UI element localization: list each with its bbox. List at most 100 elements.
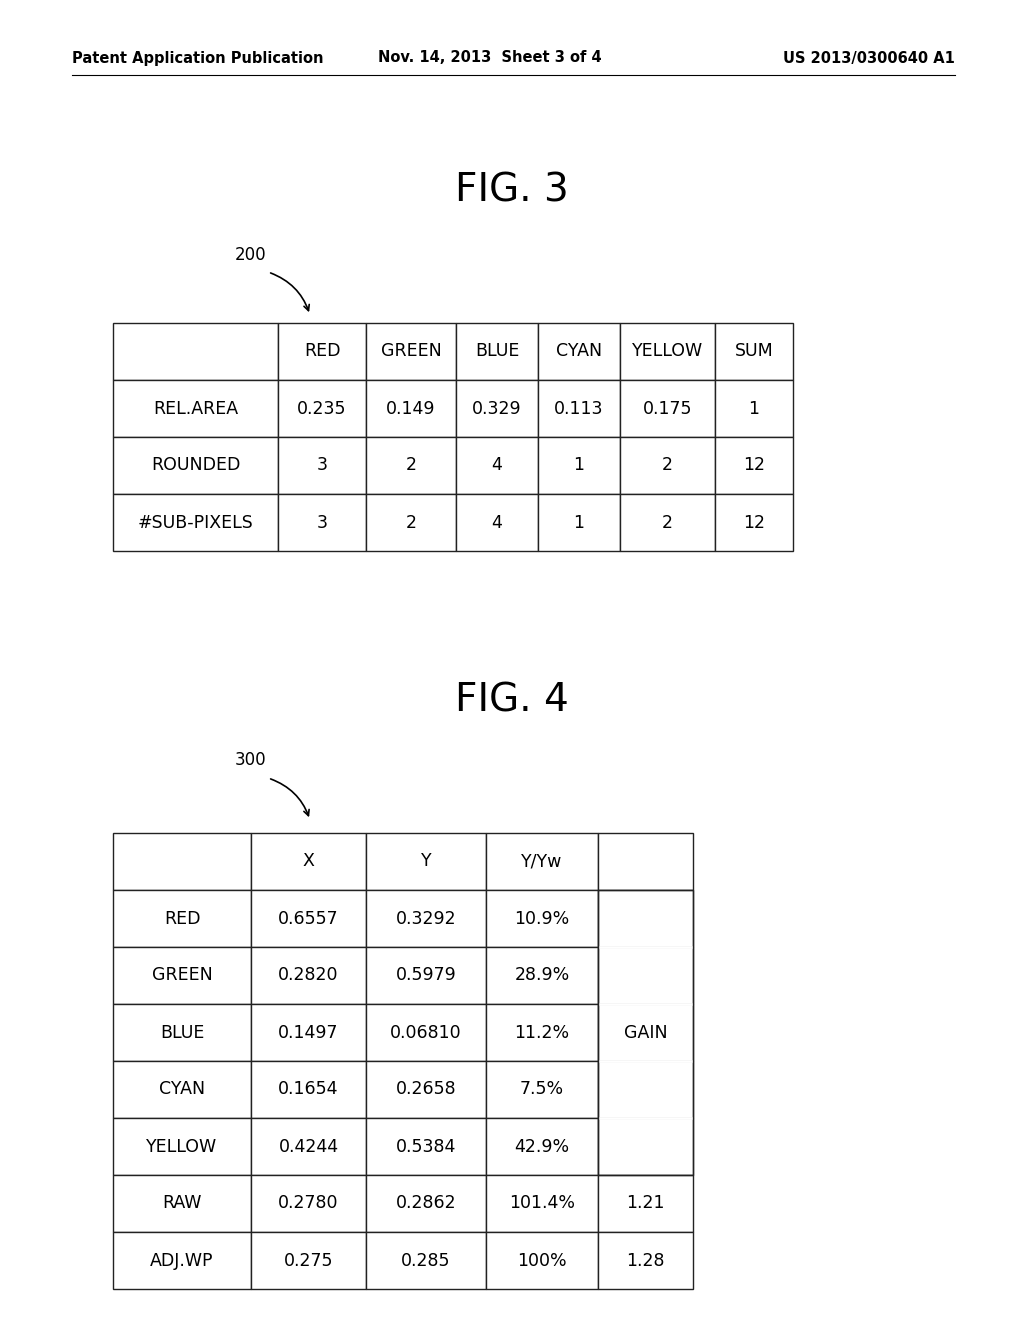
Bar: [486, 946, 598, 1005]
Text: 0.149: 0.149: [386, 400, 436, 417]
Bar: [598, 1061, 693, 1118]
Bar: [113, 1118, 251, 1175]
Text: 2: 2: [406, 457, 417, 474]
Text: BLUE: BLUE: [475, 342, 519, 360]
Text: SUM: SUM: [734, 342, 773, 360]
Bar: [113, 1061, 251, 1118]
Bar: [620, 494, 715, 550]
Text: YELLOW: YELLOW: [632, 342, 703, 360]
Text: 0.2862: 0.2862: [395, 1195, 457, 1213]
Text: 28.9%: 28.9%: [514, 966, 569, 985]
Text: 4: 4: [492, 513, 503, 532]
Text: FIG. 3: FIG. 3: [455, 172, 569, 209]
Text: 2: 2: [662, 513, 673, 532]
Text: 12: 12: [743, 513, 765, 532]
Text: 0.2780: 0.2780: [279, 1195, 339, 1213]
Text: 100%: 100%: [517, 1251, 567, 1270]
Text: GAIN: GAIN: [624, 1023, 668, 1041]
Bar: [456, 323, 538, 380]
Bar: [366, 494, 456, 550]
Bar: [113, 890, 251, 946]
Bar: [113, 1005, 251, 1061]
Bar: [486, 1118, 598, 1175]
Text: 3: 3: [316, 457, 328, 474]
Bar: [366, 1232, 486, 1290]
Bar: [456, 437, 538, 494]
Text: 0.6557: 0.6557: [279, 909, 339, 928]
Text: RAW: RAW: [163, 1195, 202, 1213]
Text: 7.5%: 7.5%: [520, 1081, 564, 1098]
Bar: [486, 1175, 598, 1232]
Bar: [113, 437, 278, 494]
Bar: [456, 380, 538, 437]
Text: 42.9%: 42.9%: [514, 1138, 569, 1155]
Bar: [113, 380, 278, 437]
Bar: [715, 494, 793, 550]
Bar: [278, 323, 366, 380]
Bar: [715, 323, 793, 380]
Text: 0.329: 0.329: [472, 400, 522, 417]
Text: 0.5979: 0.5979: [395, 966, 457, 985]
Text: 200: 200: [234, 246, 266, 264]
Bar: [366, 437, 456, 494]
Text: Y: Y: [421, 853, 431, 870]
Text: X: X: [302, 853, 314, 870]
Bar: [113, 494, 278, 550]
Bar: [113, 1175, 251, 1232]
Bar: [486, 1005, 598, 1061]
Bar: [251, 946, 366, 1005]
Text: 2: 2: [662, 457, 673, 474]
Text: 0.235: 0.235: [297, 400, 347, 417]
Text: BLUE: BLUE: [160, 1023, 204, 1041]
Bar: [598, 890, 693, 946]
Text: RED: RED: [164, 909, 201, 928]
Text: Y/Yw: Y/Yw: [521, 853, 562, 870]
Bar: [113, 1232, 251, 1290]
Bar: [598, 1175, 693, 1232]
Text: 300: 300: [234, 751, 266, 770]
Text: #SUB-PIXELS: #SUB-PIXELS: [137, 513, 253, 532]
Text: CYAN: CYAN: [159, 1081, 205, 1098]
Bar: [598, 1118, 693, 1175]
Bar: [598, 946, 693, 1005]
Text: 0.275: 0.275: [284, 1251, 333, 1270]
Text: 2: 2: [406, 513, 417, 532]
Bar: [251, 1061, 366, 1118]
Bar: [486, 890, 598, 946]
Text: 0.1497: 0.1497: [279, 1023, 339, 1041]
Text: 12: 12: [743, 457, 765, 474]
Bar: [366, 946, 486, 1005]
Text: FIG. 4: FIG. 4: [455, 681, 569, 719]
Bar: [620, 380, 715, 437]
Text: 3: 3: [316, 513, 328, 532]
Text: 0.113: 0.113: [554, 400, 604, 417]
Bar: [598, 890, 693, 1175]
Text: ADJ.WP: ADJ.WP: [151, 1251, 214, 1270]
Bar: [251, 1118, 366, 1175]
Bar: [598, 1005, 693, 1061]
Bar: [251, 1232, 366, 1290]
Text: 1.28: 1.28: [627, 1251, 665, 1270]
Text: GREEN: GREEN: [152, 966, 212, 985]
Text: 0.4244: 0.4244: [279, 1138, 339, 1155]
Bar: [538, 437, 620, 494]
Text: CYAN: CYAN: [556, 342, 602, 360]
Text: 101.4%: 101.4%: [509, 1195, 575, 1213]
Text: 0.285: 0.285: [401, 1251, 451, 1270]
Text: YELLOW: YELLOW: [146, 1138, 217, 1155]
Bar: [366, 1175, 486, 1232]
Bar: [366, 380, 456, 437]
Text: 1: 1: [749, 400, 760, 417]
Bar: [486, 1061, 598, 1118]
Bar: [366, 323, 456, 380]
Bar: [278, 494, 366, 550]
Text: Patent Application Publication: Patent Application Publication: [72, 50, 324, 66]
Bar: [251, 1005, 366, 1061]
Bar: [620, 437, 715, 494]
Bar: [598, 833, 693, 890]
Bar: [251, 890, 366, 946]
Text: 0.1654: 0.1654: [279, 1081, 339, 1098]
Text: 4: 4: [492, 457, 503, 474]
Bar: [538, 380, 620, 437]
Bar: [538, 494, 620, 550]
